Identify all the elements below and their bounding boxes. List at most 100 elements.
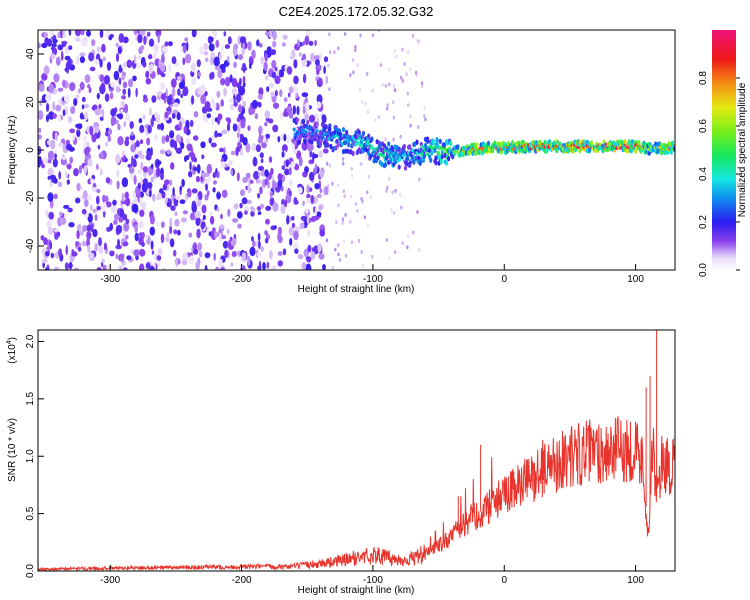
spectrogram-cell [225, 117, 230, 122]
spectrogram-cell [84, 111, 89, 121]
spectrogram-cell [388, 153, 392, 159]
spectrogram-cell [442, 142, 446, 148]
spectrogram-cell [149, 214, 155, 225]
spectrogram-cell [293, 149, 298, 154]
spectrogram-cell [377, 115, 381, 119]
spectrogram-cell [115, 53, 120, 62]
spectrogram-cell [323, 65, 326, 74]
spectrogram-cell [386, 103, 389, 108]
spectrogram-cell [120, 101, 126, 108]
spectrogram-cell [160, 233, 165, 244]
spectrogram-cell [149, 266, 155, 270]
spectrogram-cell [38, 83, 45, 92]
spectrogram-cell [102, 194, 106, 203]
spectrogram-cell [47, 150, 55, 161]
spectrogram-cell [308, 114, 316, 123]
spectrogram-cell [259, 186, 263, 195]
spectrogram-cell [293, 75, 299, 85]
spectrogram-cell [240, 189, 245, 197]
spectrogram-cell [96, 267, 102, 270]
spectrogram-cell [46, 219, 52, 229]
spectrogram-cell [243, 65, 246, 74]
spectrogram-cell [178, 121, 183, 129]
snr-multiplier-base: (x10 [7, 344, 18, 364]
spectrogram-cell [232, 218, 239, 223]
spectrogram-cell [321, 114, 327, 124]
spectrogram-cell [342, 239, 346, 244]
spectrogram-cell [152, 193, 156, 202]
spectrogram-y-label: Frequency (Hz) [7, 116, 18, 185]
spectrogram-cell [196, 228, 201, 239]
spectrogram-cell [212, 101, 217, 110]
spectrogram-cell [307, 244, 312, 253]
spectrogram-cell [302, 106, 306, 115]
spectrogram-cell [401, 241, 404, 246]
spectrogram-cell [182, 57, 186, 66]
spectrogram-cell [46, 139, 52, 146]
spectrogram-cell [241, 47, 245, 55]
spectrogram-cell [360, 249, 363, 254]
spectrogram-cell [362, 264, 365, 269]
spectrogram-x-label: Height of straight line (km) [298, 284, 415, 295]
spectrogram-cell [392, 137, 395, 142]
spectrogram-cell [409, 123, 412, 128]
spectrogram-cell [38, 156, 42, 165]
spectrogram-cell [216, 90, 221, 98]
spectrogram-cell [196, 59, 201, 68]
spectrogram-cell [105, 201, 112, 208]
spectrogram-cell [323, 56, 329, 63]
spectrogram-cell [99, 116, 104, 121]
spectrogram-cell [45, 250, 50, 257]
spectrogram-cell [220, 44, 224, 52]
spectrogram-cell [160, 172, 164, 181]
spectrogram-cell [138, 221, 144, 229]
spectrogram-cell [200, 84, 206, 95]
spectrogram-cell [157, 34, 161, 44]
spectrogram-cell [118, 33, 125, 43]
spectrogram-cell [293, 140, 297, 146]
spectrogram-cell [322, 148, 329, 154]
spectrogram-cell [310, 139, 314, 145]
spectrogram-cell [272, 40, 277, 48]
spectrogram-cell [157, 123, 161, 130]
spectrogram-cell [342, 189, 345, 194]
spectrogram-cell [193, 248, 199, 255]
spectrogram-cell [55, 56, 61, 66]
spectrogram-cell [434, 160, 438, 166]
spectrogram-cell [313, 55, 320, 60]
spectrogram-cell [81, 104, 85, 110]
spectrogram-cell [337, 203, 340, 208]
x-tick-label: -100 [363, 575, 383, 586]
spectrogram-cell [150, 176, 154, 183]
spectrogram-cell [304, 166, 309, 174]
spectrogram-cell [200, 141, 206, 149]
spectrogram-cell [393, 49, 397, 53]
spectrogram-cell [224, 44, 230, 49]
spectrogram-cell [209, 211, 213, 217]
spectrogram-cell [283, 97, 288, 103]
spectrogram-cell [87, 158, 93, 167]
spectrogram-cell [58, 248, 62, 257]
spectrogram-cell [236, 82, 241, 89]
spectrogram-cell [132, 190, 136, 199]
spectrogram-cell [197, 190, 203, 201]
spectrogram-cell [282, 144, 288, 153]
spectrogram-cell [263, 61, 268, 71]
spectrogram-cell [318, 52, 323, 60]
spectrogram-cell [152, 52, 157, 59]
spectrogram-cell [252, 240, 256, 248]
spectrogram-cell [98, 104, 102, 109]
spectrogram-cell [79, 56, 85, 64]
spectrogram-cell [203, 42, 209, 51]
spectrogram-cell [302, 41, 305, 46]
spectrogram-cell [284, 186, 288, 191]
spectrogram-cell [268, 118, 274, 124]
spectrogram-cell [236, 93, 241, 103]
spectrogram-cell [101, 258, 105, 263]
spectrogram-cell [204, 265, 208, 270]
spectrogram-cell [343, 194, 346, 199]
spectrogram-cell [265, 205, 272, 211]
spectrogram-cell [104, 93, 110, 102]
spectrogram-cell [290, 161, 296, 168]
spectrogram-cell [272, 179, 276, 190]
